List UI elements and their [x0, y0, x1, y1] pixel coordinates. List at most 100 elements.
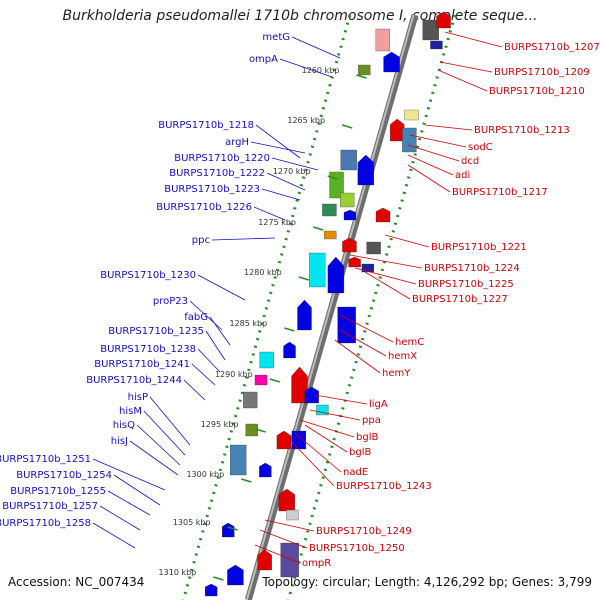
gene-arrow[interactable]	[390, 118, 405, 142]
gene-label-right[interactable]: BURPS1710b_1217	[452, 187, 548, 198]
gene-arrow[interactable]	[204, 583, 218, 597]
gene-arrow[interactable]	[283, 341, 296, 359]
gene-block[interactable]	[329, 171, 344, 199]
gene-label-right[interactable]: BURPS1710b_1250	[309, 543, 405, 554]
gene-block[interactable]	[254, 374, 268, 386]
gene-label-left[interactable]: proP23	[153, 296, 188, 307]
dotted-track-right	[286, 14, 457, 600]
gene-label-right[interactable]: BURPS1710b_1243	[336, 481, 432, 492]
kbp-tick-mark	[284, 327, 295, 332]
gene-label-right[interactable]: BURPS1710b_1225	[418, 279, 514, 290]
gene-label-left[interactable]: BURPS1710b_1255	[10, 486, 106, 497]
gene-label-right[interactable]: ppa	[362, 415, 381, 426]
gene-label-left[interactable]: hisP	[128, 392, 148, 403]
gene-label-left[interactable]: BURPS1710b_1223	[164, 184, 260, 195]
gene-block[interactable]	[375, 28, 391, 52]
gene-arrow[interactable]	[357, 154, 374, 186]
gene-label-right[interactable]: nadE	[343, 467, 368, 478]
gene-label-right[interactable]: BURPS1710b_1209	[494, 67, 590, 78]
gene-label-right[interactable]: BURPS1710b_1227	[412, 294, 508, 305]
label-connector-line	[437, 69, 488, 92]
gene-label-left[interactable]: hisQ	[113, 420, 135, 431]
gene-arrow[interactable]	[276, 430, 292, 450]
gene-label-right[interactable]: BURPS1710b_1249	[316, 526, 412, 537]
gene-label-left[interactable]: BURPS1710b_1218	[158, 120, 254, 131]
gene-label-left[interactable]: metG	[262, 32, 290, 43]
gene-label-right[interactable]: dcd	[461, 156, 479, 167]
gene-block[interactable]	[322, 203, 337, 217]
gene-block[interactable]	[280, 542, 299, 578]
gene-label-left[interactable]: BURPS1710b_1238	[100, 344, 196, 355]
gene-arrow[interactable]	[383, 51, 400, 73]
gene-label-left[interactable]: ppc	[192, 235, 210, 246]
kbp-tick-label: 1305 kbp	[173, 518, 211, 527]
gene-arrow[interactable]	[348, 256, 361, 268]
label-connector-line	[250, 141, 306, 154]
gene-arrow[interactable]	[436, 11, 451, 29]
gene-label-left[interactable]: fabG	[184, 312, 208, 323]
gene-block[interactable]	[361, 263, 375, 273]
gene-label-left[interactable]: hisJ	[111, 436, 128, 447]
gene-block[interactable]	[286, 509, 299, 521]
label-connector-line	[99, 505, 141, 531]
gene-arrow[interactable]	[297, 299, 312, 331]
gene-label-left[interactable]: BURPS1710b_1226	[156, 202, 252, 213]
kbp-tick-mark	[255, 428, 266, 433]
gene-block[interactable]	[366, 241, 381, 255]
gene-arrow[interactable]	[342, 237, 357, 253]
gene-block[interactable]	[404, 109, 419, 121]
gene-label-left[interactable]: BURPS1710b_1222	[169, 168, 265, 179]
gene-block[interactable]	[358, 64, 371, 76]
gene-label-right[interactable]: BURPS1710b_1224	[424, 263, 520, 274]
gene-label-left[interactable]: argH	[225, 137, 249, 148]
gene-block[interactable]	[430, 40, 443, 50]
gene-block[interactable]	[324, 230, 337, 240]
gene-label-left[interactable]: ompA	[249, 54, 278, 65]
gene-label-left[interactable]: BURPS1710b_1241	[94, 359, 190, 370]
gene-arrow[interactable]	[375, 207, 391, 223]
gene-label-left[interactable]: BURPS1710b_1230	[100, 270, 196, 281]
gene-block[interactable]	[422, 19, 439, 41]
kbp-tick-mark	[356, 74, 367, 79]
gene-block[interactable]	[340, 192, 355, 208]
gene-block[interactable]	[340, 149, 357, 171]
gene-label-right[interactable]: BURPS1710b_1210	[489, 86, 585, 97]
gene-label-right[interactable]: bglB	[349, 447, 371, 458]
gene-label-right[interactable]: BURPS1710b_1221	[431, 242, 527, 253]
gene-label-left[interactable]: BURPS1710b_1254	[16, 470, 112, 481]
label-connector-line	[271, 157, 319, 171]
gene-label-right[interactable]: sodC	[468, 142, 493, 153]
gene-label-right[interactable]: adi	[455, 170, 470, 181]
gene-arrow[interactable]	[304, 386, 319, 404]
gene-label-left[interactable]: BURPS1710b_1220	[174, 153, 270, 164]
gene-label-left[interactable]: BURPS1710b_1235	[108, 326, 204, 337]
gene-label-right[interactable]: ompR	[302, 558, 331, 569]
gene-label-left[interactable]: BURPS1710b_1258	[0, 518, 91, 529]
gene-label-right[interactable]: hemC	[395, 337, 424, 348]
gene-label-right[interactable]: BURPS1710b_1207	[504, 42, 600, 53]
gene-label-right[interactable]: BURPS1710b_1213	[474, 125, 570, 136]
gene-arrow[interactable]	[227, 564, 244, 586]
gene-label-left[interactable]: BURPS1710b_1251	[0, 454, 91, 465]
gene-label-right[interactable]: hemX	[388, 351, 417, 362]
gene-label-right[interactable]: bglB	[356, 432, 378, 443]
gene-label-left[interactable]: hisM	[119, 406, 142, 417]
gene-arrow[interactable]	[222, 522, 235, 538]
gene-arrow[interactable]	[327, 256, 345, 294]
gene-block[interactable]	[309, 252, 326, 288]
gene-arrow[interactable]	[259, 462, 272, 478]
gene-block[interactable]	[259, 351, 274, 369]
gene-label-right[interactable]: ligA	[369, 399, 388, 410]
gene-arrow[interactable]	[257, 549, 272, 571]
gene-arrow[interactable]	[343, 209, 357, 221]
gene-label-left[interactable]: BURPS1710b_1244	[86, 375, 182, 386]
gene-block[interactable]	[402, 127, 417, 153]
gene-block[interactable]	[245, 423, 258, 437]
gene-block[interactable]	[230, 444, 247, 476]
gene-label-left[interactable]: BURPS1710b_1257	[2, 501, 98, 512]
gene-block[interactable]	[243, 391, 258, 409]
gene-label-right[interactable]: hemY	[382, 368, 411, 379]
kbp-tick-label: 1270 kbp	[273, 167, 311, 176]
gene-block[interactable]	[316, 404, 329, 416]
